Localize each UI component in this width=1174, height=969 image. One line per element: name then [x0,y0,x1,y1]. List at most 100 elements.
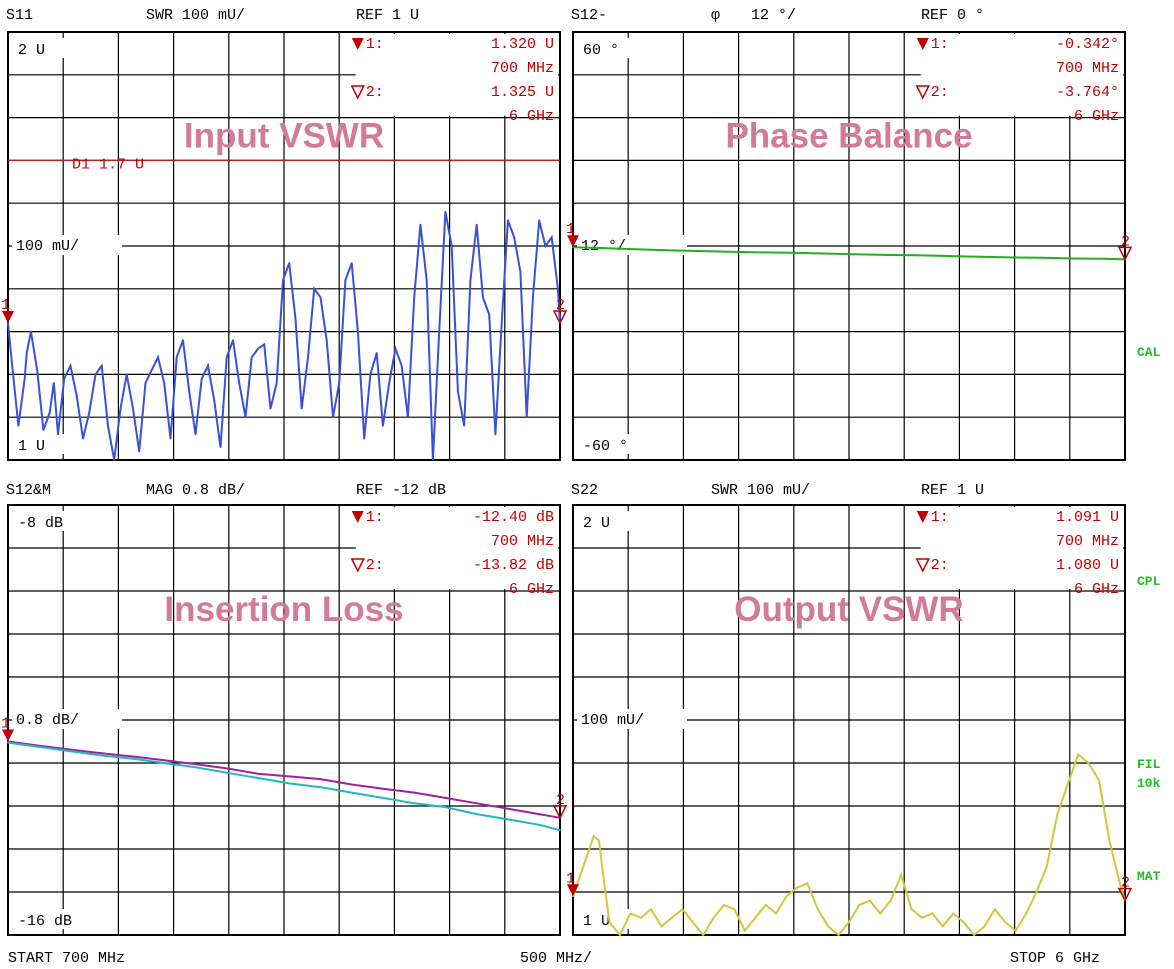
s11-readout-2-num: 2: [366,84,384,101]
s22-top-label-bg [577,511,637,531]
s22-marker-2-triangle [1117,887,1133,903]
s22-readout-1-freq: 700 MHz [1056,533,1119,550]
s11-trace-1-point [482,296,484,299]
s11-trace-1-point [132,407,134,410]
s12m-trace-1-point [382,787,384,790]
s11-trace-1-point [319,296,322,299]
s11-trace-1-point [144,382,147,384]
s22-trace-1-point [629,912,632,915]
s11-readout-2-icon [350,85,365,100]
s11-marker-2-triangle [552,310,568,325]
s22-ref-label: REF 1 U [921,482,984,499]
s11-trace-1-point [175,356,178,359]
s12-trace-1-point [853,253,856,256]
s11-trace-1-point [150,369,153,372]
s22-ref-scale-label: 100 mU/ [581,712,644,729]
s11-trace-1-point [332,416,334,419]
s11-trace-1-point [263,343,266,346]
s11-trace-1-point [288,262,291,265]
s12-marker-1-triangle [567,235,579,248]
s11-trace-1 [7,211,561,461]
s22-marker-readout-bg [920,507,1123,589]
s22-trace-1-point [1035,891,1038,893]
s22-trace-1-point [603,882,606,885]
s11-trace-1-point [119,407,122,410]
s11-trace-1-point [169,437,172,440]
s22-trace-1-point [910,908,913,911]
s12m-trace-2-point [194,766,197,769]
s12m-trace-2-point [163,762,166,764]
s22-trace-1-point [702,934,705,936]
s12m-trace-2-point [475,813,478,815]
start-frequency-label: START 700 MHz [8,950,125,967]
s11-trace-1-point [250,356,253,359]
s12m-trace-2-point [559,829,561,832]
s12m-trace-2-point [413,802,416,805]
s12-bottom-label: -60 ° [583,438,628,455]
s12-trace-1-point [822,252,824,255]
s22-readout-1-icon [916,511,929,523]
s12m-readout-2-freq: 6 GHz [509,581,554,598]
s22-trace-1-point [785,895,788,898]
s12m-trace-2-point [257,777,259,779]
s12-bottom-label-bg [577,434,647,454]
s11-readout-2-freq: 6 GHz [509,108,554,125]
s11-trace-1-point [357,330,359,333]
s12m-scale-label: MAG 0.8 dB/ [146,482,245,499]
s12m-top-label-bg [12,511,72,531]
s22-readout-2-value: 1.080 U [1056,557,1119,574]
s11-trace-1-point [42,429,45,431]
s12-readout-1-icon [916,38,929,50]
s12m-trace-2-point [225,771,228,774]
s22-trace-1-point [691,921,694,923]
s11-trace-1-point [107,424,109,427]
s12-phi-label: φ [711,7,720,24]
s22-marker-2-number: 2 [1121,875,1130,892]
s22-trace-1-point [962,921,965,923]
s11-trace-1-point [238,382,241,384]
s12m-readout-1-icon [351,511,364,523]
s12m-trace-2-point [7,741,9,744]
s12-trace-1-point [790,251,793,254]
s22-trace-1-point [681,908,684,911]
s11-trace-1-point [457,390,459,393]
s11-top-label-bg [12,38,72,58]
s11-trace-1-point [500,322,503,324]
s22-trace-1-point [921,916,923,919]
s12-panel-title: Phase Balance [725,117,972,156]
s22-trace-1-point [650,908,653,911]
s12-trace-1-point [884,254,887,256]
s12-readout-2-icon [915,85,930,100]
s11-bottom-label: 1 U [18,438,45,455]
s11-trace-1-point [407,416,409,419]
s22-trace-1-point [1077,753,1080,756]
s12m-ref-scale-label: 0.8 dB/ [16,712,79,729]
s22-readout-2-num: 2: [931,557,949,574]
s11-marker-2-number: 2 [556,297,565,314]
s11-trace-1-point [157,356,159,359]
s11-trace-1-point [188,390,191,393]
s12-top-label: 60 ° [583,42,619,59]
s22-trace-1-point [592,835,595,837]
s11-trace-1-point [125,373,128,376]
s11-trace-1-point [513,236,516,239]
s11-trace-1-point [519,270,522,273]
s11-trace-1-point [400,364,403,367]
s12m-trace-1-point [257,772,259,775]
s11-trace-1-point [75,394,78,397]
s22-marker-1-triangle [567,884,579,897]
s11-readout-1-freq: 700 MHz [491,60,554,77]
s22-scale-label: SWR 100 mU/ [711,482,810,499]
s11-trace-1-point [463,424,466,427]
s22-trace-1-point [983,925,986,928]
s22-trace-1-point [582,865,585,868]
s22-readout-1-value: 1.091 U [1056,509,1119,526]
s11-trace-1-point [475,223,478,226]
s11-trace-1-point [163,382,166,384]
s22-trace-1-point [941,925,944,928]
s11-trace-1-point [69,364,72,367]
s12m-trace-2-point [288,782,291,785]
s11-trace-1-point [438,330,441,333]
s11-trace-1-point [244,416,247,419]
